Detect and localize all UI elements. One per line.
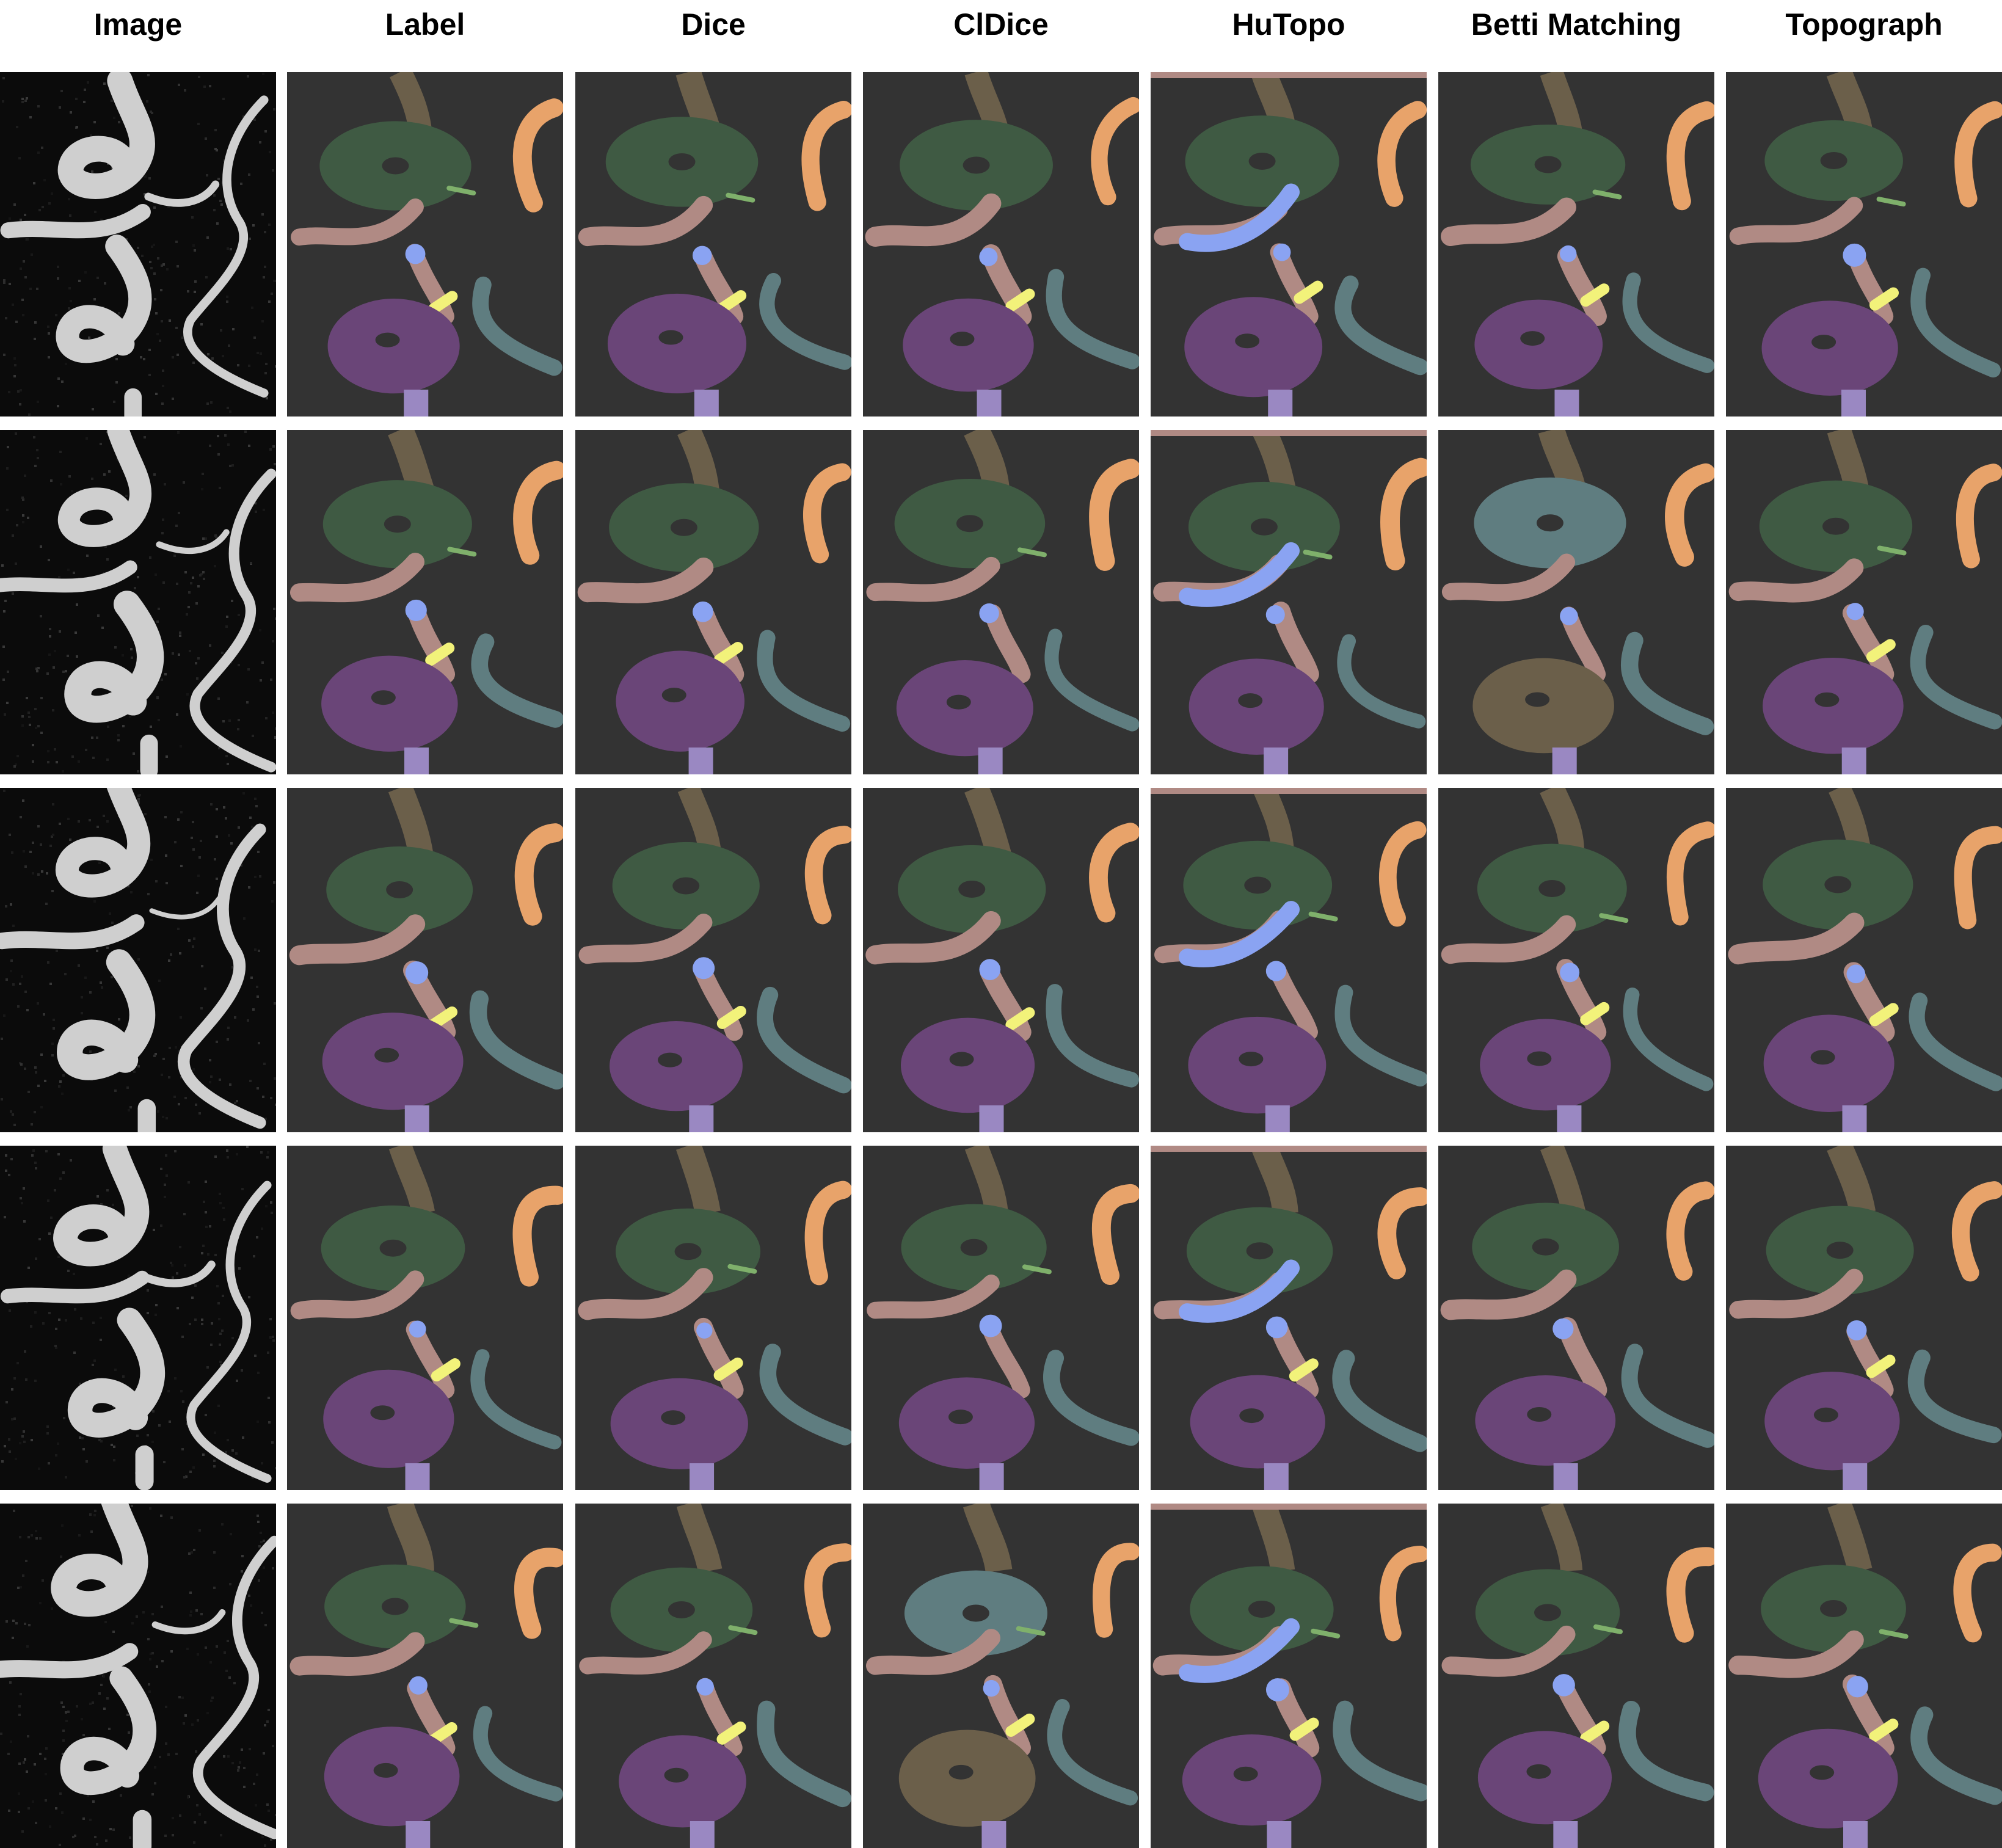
panel-betti-matching-row-1 [1438,72,1714,417]
column-title-topograph: Topograph [1785,7,1943,42]
segmentation-map [1151,430,1427,774]
panel-cldice-row-3 [863,788,1139,1132]
segmentation-map [575,1146,851,1490]
panel-betti-matching-row-2 [1438,430,1714,774]
segmentation-map [575,788,851,1132]
segmentation-map [1151,1504,1427,1848]
panel-betti-matching-row-4 [1438,1146,1714,1490]
segmentation-map [575,430,851,774]
angiography-image [0,788,276,1132]
panel-topograph-row-4 [1726,1146,2002,1490]
panel-image-row-3 [0,788,276,1132]
panel-hutopo-row-5 [1151,1504,1427,1848]
segmentation-map [1726,72,2002,417]
segmentation-map [1438,1504,1714,1848]
segmentation-map [1151,72,1427,417]
segmentation-map [287,788,563,1132]
segmentation-map [863,788,1139,1132]
segmentation-map [575,72,851,417]
segmentation-map [863,1504,1139,1848]
panel-image-row-2 [0,430,276,774]
segmentation-map [1726,1504,2002,1848]
segmentation-map [1726,788,2002,1132]
column-title-image: Image [93,7,183,42]
panel-dice-row-5 [575,1504,851,1848]
panel-cldice-row-2 [863,430,1139,774]
segmentation-map [575,1504,851,1848]
column-title-hutopo: HuTopo [1232,7,1345,42]
panel-topograph-row-1 [1726,72,2002,417]
segmentation-map [1151,1146,1427,1490]
panel-topograph-row-5 [1726,1504,2002,1848]
panel-image-row-1 [0,72,276,417]
segmentation-map [1151,788,1427,1132]
panel-label-row-2 [287,430,563,774]
panel-label-row-5 [287,1504,563,1848]
panel-dice-row-3 [575,788,851,1132]
panel-betti-matching-row-3 [1438,788,1714,1132]
panel-topograph-row-3 [1726,788,2002,1132]
segmentation-map [1726,430,2002,774]
column-title-label: Label [385,7,465,42]
angiography-image [0,1146,276,1490]
panel-label-row-3 [287,788,563,1132]
panel-hutopo-row-3 [1151,788,1427,1132]
segmentation-map [1726,1146,2002,1490]
segmentation-map [863,1146,1139,1490]
panel-cldice-row-4 [863,1146,1139,1490]
column-title-dice: Dice [681,7,746,42]
segmentation-map [1438,72,1714,417]
panel-cldice-row-5 [863,1504,1139,1848]
segmentation-map [287,72,563,417]
segmentation-comparison-grid [0,72,2002,1848]
column-header-row: Image Label Dice ClDice HuTopo Betti Mat… [0,0,2002,72]
angiography-image [0,430,276,774]
panel-image-row-5 [0,1504,276,1848]
panel-hutopo-row-4 [1151,1146,1427,1490]
panel-hutopo-row-1 [1151,72,1427,417]
panel-image-row-4 [0,1146,276,1490]
panel-dice-row-4 [575,1146,851,1490]
angiography-image [0,1504,276,1848]
segmentation-map [1438,788,1714,1132]
segmentation-map [863,430,1139,774]
column-title-betti-matching: Betti Matching [1471,7,1682,42]
panel-betti-matching-row-5 [1438,1504,1714,1848]
panel-hutopo-row-2 [1151,430,1427,774]
segmentation-map [863,72,1139,417]
segmentation-map [1438,430,1714,774]
angiography-image [0,72,276,417]
segmentation-map [287,1504,563,1848]
segmentation-map [1438,1146,1714,1490]
panel-cldice-row-1 [863,72,1139,417]
segmentation-map [287,430,563,774]
panel-dice-row-1 [575,72,851,417]
panel-dice-row-2 [575,430,851,774]
segmentation-map [287,1146,563,1490]
panel-topograph-row-2 [1726,430,2002,774]
panel-label-row-1 [287,72,563,417]
panel-label-row-4 [287,1146,563,1490]
column-title-cldice: ClDice [953,7,1049,42]
